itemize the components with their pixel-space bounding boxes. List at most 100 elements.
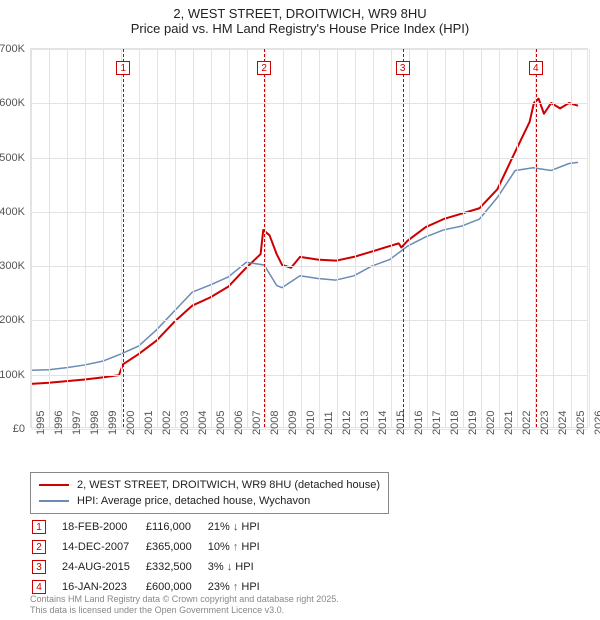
x-tick-label: 2008 xyxy=(269,411,281,435)
y-gridline xyxy=(31,266,587,267)
x-gridline xyxy=(481,49,482,427)
events-table: 118-FEB-2000£116,00021% ↓ HPI214-DEC-200… xyxy=(30,516,276,598)
legend-row: 2, WEST STREET, DROITWICH, WR9 8HU (deta… xyxy=(39,477,380,493)
x-tick-label: 1995 xyxy=(35,411,47,435)
x-tick-label: 2016 xyxy=(413,411,425,435)
x-gridline xyxy=(553,49,554,427)
x-tick-label: 2015 xyxy=(395,411,407,435)
x-gridline xyxy=(229,49,230,427)
legend: 2, WEST STREET, DROITWICH, WR9 8HU (deta… xyxy=(30,472,389,514)
chart-plot-area: £0£100K£200K£300K£400K£500K£600K£700K199… xyxy=(30,48,588,428)
x-tick-label: 2025 xyxy=(575,411,587,435)
event-marker-box: 1 xyxy=(116,61,130,75)
x-tick-label: 2005 xyxy=(215,411,227,435)
y-tick-label: £600K xyxy=(0,97,25,109)
x-gridline xyxy=(175,49,176,427)
legend-label: 2, WEST STREET, DROITWICH, WR9 8HU (deta… xyxy=(77,477,380,493)
x-gridline xyxy=(157,49,158,427)
event-row: 324-AUG-2015£332,5003% ↓ HPI xyxy=(32,558,274,576)
delta-arrow-icon: ↓ xyxy=(227,561,233,573)
chart-title-line1: 2, WEST STREET, DROITWICH, WR9 8HU xyxy=(0,6,600,21)
x-gridline xyxy=(85,49,86,427)
event-price: £332,500 xyxy=(146,558,206,576)
event-marker-box: 2 xyxy=(257,61,271,75)
x-gridline xyxy=(391,49,392,427)
y-gridline xyxy=(31,375,587,376)
x-gridline xyxy=(247,49,248,427)
event-marker-line xyxy=(264,49,265,427)
x-gridline xyxy=(427,49,428,427)
x-gridline xyxy=(571,49,572,427)
y-gridline xyxy=(31,212,587,213)
event-delta: 10% ↑ HPI xyxy=(208,538,274,556)
x-tick-label: 1999 xyxy=(107,411,119,435)
y-tick-label: £300K xyxy=(0,260,25,272)
chart-title-line2: Price paid vs. HM Land Registry's House … xyxy=(0,21,600,36)
x-tick-label: 2017 xyxy=(431,411,443,435)
x-gridline xyxy=(121,49,122,427)
y-gridline xyxy=(31,103,587,104)
x-tick-label: 2020 xyxy=(485,411,497,435)
footer-attribution: Contains HM Land Registry data © Crown c… xyxy=(30,594,339,616)
y-gridline xyxy=(31,320,587,321)
x-gridline xyxy=(445,49,446,427)
event-delta: 21% ↓ HPI xyxy=(208,518,274,536)
x-tick-label: 2000 xyxy=(125,411,137,435)
event-marker-line xyxy=(123,49,124,427)
x-tick-label: 2019 xyxy=(467,411,479,435)
x-tick-label: 2012 xyxy=(341,411,353,435)
x-gridline xyxy=(103,49,104,427)
x-tick-label: 2003 xyxy=(179,411,191,435)
x-tick-label: 2023 xyxy=(539,411,551,435)
x-gridline xyxy=(211,49,212,427)
y-gridline xyxy=(31,49,587,50)
x-tick-label: 1997 xyxy=(71,411,83,435)
x-gridline xyxy=(463,49,464,427)
x-gridline xyxy=(301,49,302,427)
x-tick-label: 2026 xyxy=(593,411,600,435)
event-price: £365,000 xyxy=(146,538,206,556)
event-marker-box: 4 xyxy=(529,61,543,75)
x-tick-label: 2024 xyxy=(557,411,569,435)
x-tick-label: 2011 xyxy=(323,411,335,435)
x-tick-label: 2021 xyxy=(503,411,515,435)
legend-row: HPI: Average price, detached house, Wych… xyxy=(39,493,380,509)
x-tick-label: 2009 xyxy=(287,411,299,435)
x-gridline xyxy=(193,49,194,427)
chart-svg xyxy=(31,49,587,427)
y-tick-label: £100K xyxy=(0,369,25,381)
x-tick-label: 1998 xyxy=(89,411,101,435)
x-gridline xyxy=(355,49,356,427)
delta-arrow-icon: ↑ xyxy=(233,541,239,553)
event-marker-badge: 4 xyxy=(32,580,46,594)
x-gridline xyxy=(373,49,374,427)
event-price: £116,000 xyxy=(146,518,206,536)
x-gridline xyxy=(319,49,320,427)
x-tick-label: 2004 xyxy=(197,411,209,435)
x-gridline xyxy=(265,49,266,427)
x-gridline xyxy=(499,49,500,427)
event-marker-badge: 3 xyxy=(32,560,46,574)
event-date: 14-DEC-2007 xyxy=(62,538,144,556)
x-tick-label: 2018 xyxy=(449,411,461,435)
x-tick-label: 2007 xyxy=(251,411,263,435)
delta-arrow-icon: ↑ xyxy=(233,581,239,593)
x-tick-label: 2010 xyxy=(305,411,317,435)
x-gridline xyxy=(337,49,338,427)
footer-line2: This data is licensed under the Open Gov… xyxy=(30,605,339,616)
series-price_paid xyxy=(31,99,578,384)
x-tick-label: 2001 xyxy=(143,411,155,435)
x-tick-label: 2014 xyxy=(377,411,389,435)
x-gridline xyxy=(31,49,32,427)
x-tick-label: 2002 xyxy=(161,411,173,435)
x-tick-label: 2006 xyxy=(233,411,245,435)
x-tick-label: 2013 xyxy=(359,411,371,435)
delta-arrow-icon: ↓ xyxy=(233,521,239,533)
event-marker-box: 3 xyxy=(396,61,410,75)
y-tick-label: £200K xyxy=(0,314,25,326)
legend-swatch xyxy=(39,484,69,486)
x-gridline xyxy=(409,49,410,427)
x-gridline xyxy=(283,49,284,427)
x-gridline xyxy=(67,49,68,427)
y-gridline xyxy=(31,158,587,159)
